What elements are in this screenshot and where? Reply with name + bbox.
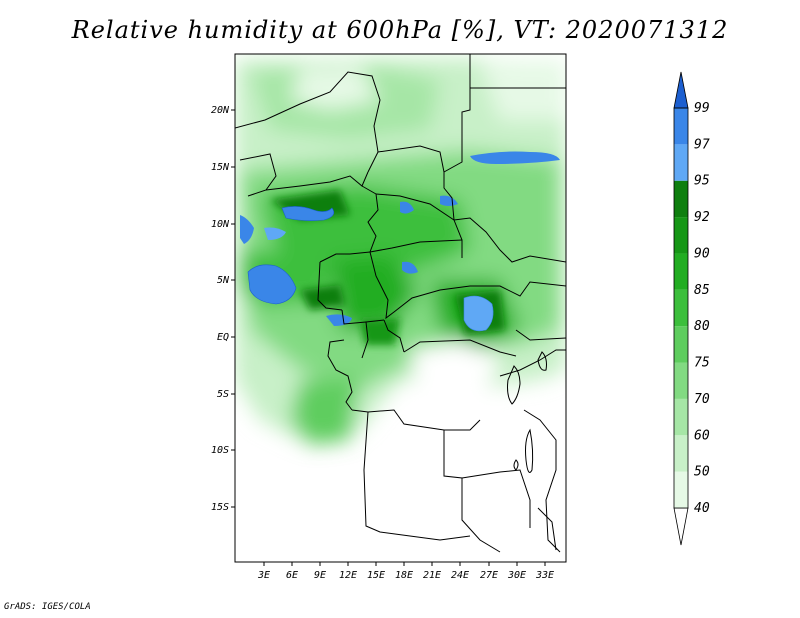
lat-tick-label: 5N bbox=[217, 275, 230, 286]
colorbar-outline bbox=[673, 107, 689, 509]
colorbar-swatch bbox=[674, 108, 688, 145]
lat-tick-label: EQ bbox=[217, 332, 229, 343]
lon-tick-label: 33E bbox=[535, 570, 554, 581]
lon-tick-label: 15E bbox=[367, 570, 385, 581]
colorbar-swatch bbox=[674, 253, 688, 290]
colorbar-level-label: 97 bbox=[694, 137, 710, 152]
lon-tick-label: 3E bbox=[257, 570, 270, 581]
colorbar-level-label: 50 bbox=[694, 465, 710, 480]
lon-tick-label: 18E bbox=[395, 570, 413, 581]
colorbar-level-label: 95 bbox=[694, 174, 710, 189]
lat-tick-label: 15N bbox=[211, 162, 230, 173]
humidity-field bbox=[235, 54, 566, 562]
lon-tick-label: 24E bbox=[451, 570, 469, 581]
lon-tick-label: 6E bbox=[286, 570, 298, 581]
colorbar-swatch bbox=[674, 326, 688, 363]
colorbar-level-label: 85 bbox=[694, 283, 710, 298]
lake-outlines bbox=[507, 351, 557, 551]
lat-tick-label: 15S bbox=[211, 502, 229, 513]
colorbar-level-label: 75 bbox=[694, 356, 710, 371]
colorbar-level-label: 80 bbox=[694, 319, 710, 334]
colorbar-level-label: 60 bbox=[694, 428, 710, 443]
longitude-axis: 3E 6E 9E 12E 15E 18E 21E 24E 27E 30E 33E bbox=[257, 562, 554, 581]
colorbar-swatch bbox=[674, 180, 688, 218]
colorbar: 40 50 60 70 75 80 85 90 92 95 97 99 bbox=[673, 71, 710, 546]
colorbar-swatch bbox=[674, 217, 688, 254]
colorbar-swatch bbox=[674, 144, 688, 181]
chart-title: Relative humidity at 600hPa [%], VT: 202… bbox=[71, 16, 729, 44]
colorbar-swatch bbox=[674, 362, 688, 399]
latitude-axis: 20N 15N 10N 5N EQ 5S 10S 15S bbox=[211, 105, 235, 513]
lat-tick-label: 5S bbox=[217, 389, 229, 400]
colorbar-level-label: 92 bbox=[694, 210, 710, 225]
colorbar-bottom-arrow bbox=[673, 507, 689, 546]
country-borders bbox=[235, 54, 566, 553]
lat-tick-label: 10S bbox=[211, 445, 229, 456]
lon-tick-label: 12E bbox=[339, 570, 357, 581]
colorbar-swatch bbox=[674, 471, 688, 508]
map-frame bbox=[234, 53, 567, 563]
lon-tick-label: 9E bbox=[314, 570, 326, 581]
colorbar-swatch bbox=[674, 435, 688, 472]
colorbar-level-label: 70 bbox=[694, 392, 710, 407]
colorbar-level-label: 99 bbox=[694, 101, 710, 116]
colorbar-level-label: 90 bbox=[694, 246, 710, 261]
colorbar-top-arrow bbox=[673, 71, 689, 109]
lon-tick-label: 21E bbox=[423, 570, 441, 581]
lon-tick-label: 30E bbox=[507, 570, 526, 581]
colorbar-swatch bbox=[674, 398, 688, 436]
lon-tick-label: 27E bbox=[480, 570, 498, 581]
lat-tick-label: 20N bbox=[211, 105, 230, 116]
footer-credit: GrADS: IGES/COLA bbox=[4, 602, 91, 612]
colorbar-swatch bbox=[674, 289, 688, 327]
colorbar-level-label: 40 bbox=[694, 501, 710, 516]
lat-tick-label: 10N bbox=[211, 219, 230, 230]
